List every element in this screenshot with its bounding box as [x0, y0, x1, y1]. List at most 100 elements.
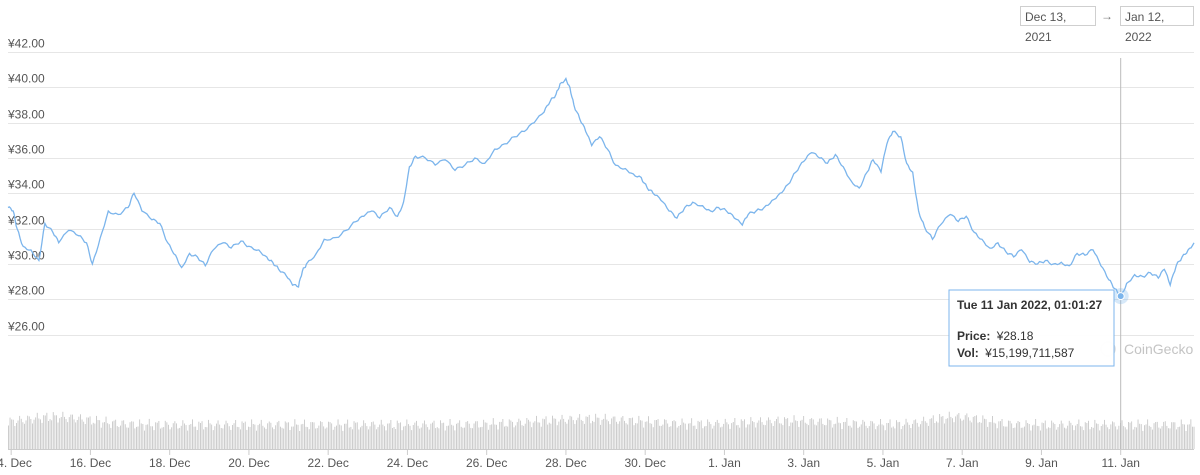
volume-bar — [1008, 420, 1009, 449]
volume-bar — [617, 423, 619, 449]
volume-bar — [859, 426, 861, 449]
volume-bar — [710, 424, 712, 449]
volume-bar — [392, 428, 393, 449]
volume-bar — [348, 427, 350, 449]
volume-bar — [1089, 429, 1091, 449]
volume-bar — [841, 429, 843, 449]
volume-bar — [1081, 426, 1083, 449]
volume-bar — [422, 423, 424, 449]
volume-bar — [673, 420, 675, 449]
volume-bar — [736, 425, 737, 449]
volume-bar — [123, 420, 125, 449]
volume-bar — [1043, 423, 1045, 449]
volume-bar — [96, 415, 97, 449]
volume-bar — [1164, 421, 1166, 449]
volume-bar — [691, 418, 693, 449]
price-series-line[interactable] — [7, 76, 1195, 297]
volume-bar — [996, 428, 998, 449]
volume-bar — [744, 419, 745, 449]
volume-bar — [305, 426, 307, 449]
volume-bar — [470, 427, 472, 449]
volume-bar — [67, 422, 69, 449]
volume-bar — [480, 427, 481, 449]
volume-bar — [11, 419, 13, 449]
x-tick-label: 30. Dec — [625, 456, 666, 470]
volume-bar — [937, 422, 939, 449]
volume-bar — [1113, 422, 1115, 449]
volume-bar — [276, 422, 278, 449]
x-tick-label: 5. Jan — [867, 456, 900, 470]
volume-bar — [1126, 429, 1128, 449]
volume-bar — [1027, 423, 1029, 449]
volume-bar — [44, 415, 46, 449]
volume-bar — [1017, 421, 1019, 449]
volume-bar — [1009, 420, 1011, 449]
date-range-start[interactable]: Dec 13, 2021 — [1020, 6, 1096, 44]
volume-bar — [331, 423, 333, 449]
volume-bar — [1108, 429, 1110, 449]
tooltip-price-value: ¥28.18 — [996, 329, 1034, 343]
volume-bar — [1030, 430, 1032, 449]
volume-bar — [235, 420, 237, 449]
volume-bar — [148, 418, 150, 449]
volume-bar — [187, 430, 189, 449]
volume-bar — [801, 419, 803, 449]
volume-bar — [128, 427, 129, 449]
volume-bar — [784, 417, 785, 449]
volume-bar — [508, 419, 510, 449]
volume-bar — [988, 422, 990, 449]
volume-bar — [670, 426, 672, 449]
volume-bar — [368, 429, 369, 449]
volume-bar — [260, 419, 262, 449]
date-range-end[interactable]: Jan 12, 2022 — [1120, 6, 1194, 44]
volume-bar — [537, 422, 539, 449]
volume-bar — [360, 427, 361, 449]
volume-bar — [584, 423, 585, 449]
volume-bar — [507, 426, 509, 449]
volume-bar — [273, 429, 275, 449]
volume-bar — [1118, 425, 1120, 449]
volume-bar — [1112, 421, 1113, 449]
tooltip-vol: Vol: ¥15,199,711,587 — [957, 346, 1075, 360]
volume-bar — [184, 423, 185, 449]
volume-bar — [481, 426, 483, 449]
volume-bar — [491, 424, 493, 449]
volume-bar — [1137, 419, 1139, 449]
volume-bar — [406, 419, 408, 449]
volume-bar — [771, 423, 773, 449]
volume-bar — [1155, 422, 1157, 449]
volume-bar — [291, 426, 293, 449]
volume-bar — [544, 419, 545, 449]
highlight-marker[interactable] — [1116, 292, 1125, 301]
volume-bar — [241, 421, 243, 449]
volume-bar — [499, 421, 501, 449]
volume-bar — [188, 424, 190, 449]
volume-bar — [924, 421, 926, 449]
volume-bar — [588, 414, 590, 449]
volume-bar — [352, 429, 353, 449]
volume-bar — [702, 428, 704, 449]
volume-bar — [905, 418, 907, 449]
volume-bar — [1176, 429, 1177, 449]
volume-bar — [382, 424, 384, 449]
volume-bar — [798, 426, 800, 449]
range-arrow-icon: → — [1101, 9, 1113, 23]
volume-bar — [164, 420, 166, 449]
volume-bar — [657, 419, 659, 449]
volume-bar — [1102, 424, 1104, 449]
volume-bar — [1121, 420, 1123, 449]
volume-bar — [236, 426, 238, 449]
volume-bar — [947, 418, 949, 449]
volume-bar — [228, 426, 230, 449]
volume-bar — [1188, 424, 1190, 449]
volume-bar — [611, 418, 613, 449]
volume-bar — [627, 424, 629, 449]
volume-bar — [1080, 426, 1081, 449]
volume-bar — [896, 420, 897, 449]
volume-bar — [792, 422, 793, 449]
volume-bar — [928, 425, 929, 449]
volume-bar — [734, 418, 736, 449]
volume-bar — [249, 427, 251, 449]
volume-bar — [1064, 427, 1065, 449]
